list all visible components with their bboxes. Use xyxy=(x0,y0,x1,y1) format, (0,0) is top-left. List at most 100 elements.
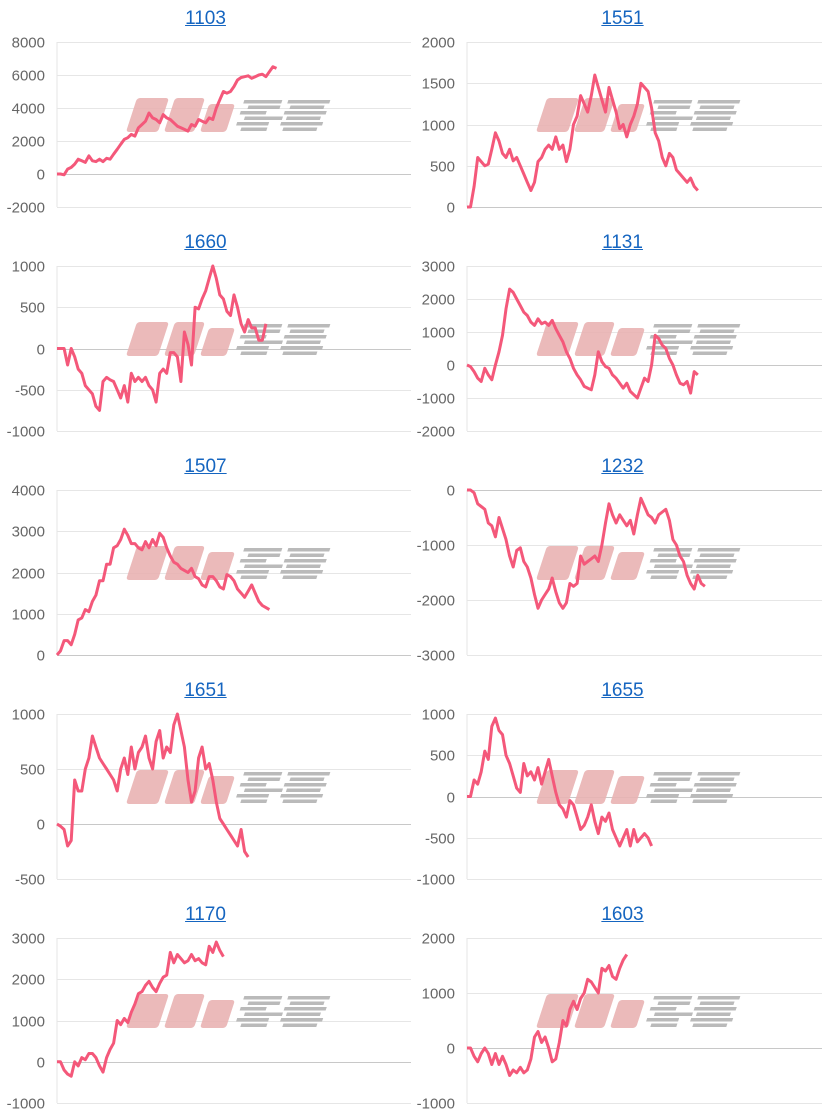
y-tick-label: -1000 xyxy=(417,872,455,889)
y-tick-label: 0 xyxy=(37,648,45,665)
watermark-shape xyxy=(280,122,324,126)
y-tick-label: 0 xyxy=(37,1055,45,1072)
chart-title-link[interactable]: 1655 xyxy=(601,680,644,701)
chart-1651: 1651 1000 500 0 -500 xyxy=(0,672,411,896)
watermark-logo xyxy=(536,994,741,1028)
y-tick-label: 0 xyxy=(447,200,455,217)
y-tick-label: 1000 xyxy=(422,118,455,135)
y-tick-label: 2000 xyxy=(422,292,455,309)
y-tick-label: 0 xyxy=(447,1041,455,1058)
chart-title-link[interactable]: 1651 xyxy=(184,680,227,701)
watermark-shape xyxy=(610,328,645,356)
watermark-shape xyxy=(695,564,731,568)
chart-title-link[interactable]: 1660 xyxy=(184,232,227,253)
watermark-shape xyxy=(239,335,267,339)
watermark-shape xyxy=(283,1007,327,1011)
y-tick-label: 500 xyxy=(430,159,455,176)
watermark-shape xyxy=(283,783,327,787)
watermark-shape xyxy=(126,770,169,804)
chart-title-link[interactable]: 1603 xyxy=(601,904,644,925)
series-line xyxy=(467,953,629,1077)
watermark-shape xyxy=(649,111,677,115)
watermark-shape xyxy=(693,1007,737,1011)
watermark-shape xyxy=(236,570,270,574)
watermark-shape xyxy=(574,546,615,580)
watermark-shape xyxy=(692,575,728,579)
y-tick-label: -2000 xyxy=(7,200,45,217)
watermark-shape xyxy=(653,100,693,104)
watermark-shape xyxy=(693,335,737,339)
y-tick-label: 0 xyxy=(447,483,455,500)
watermark-shape xyxy=(283,111,327,115)
y-tick-label: 4000 xyxy=(12,101,45,118)
line-chart: 2000 1000 0 -1000 xyxy=(417,931,822,1113)
y-tick-label: 1000 xyxy=(422,325,455,342)
y-tick-label: 1000 xyxy=(422,707,455,724)
line-chart: 0 -1000 -2000 -3000 xyxy=(417,483,822,665)
watermark-shape xyxy=(282,351,318,355)
y-tick-label: 0 xyxy=(447,358,455,375)
chart-1660: 1660 1000 500 0 -500 -1000 xyxy=(0,224,411,448)
watermark-shape xyxy=(610,776,645,804)
chart-title-link[interactable]: 1170 xyxy=(185,904,226,925)
watermark-shape xyxy=(536,994,579,1028)
watermark-shape xyxy=(289,105,325,109)
watermark-shape xyxy=(574,994,615,1028)
watermark-shape xyxy=(247,553,281,557)
series-line xyxy=(467,73,699,209)
watermark-shape xyxy=(280,346,324,350)
chart-1103: 1103 8000 6000 4000 2000 0 -2000 xyxy=(0,0,411,224)
y-tick-label: 0 xyxy=(37,167,45,184)
watermark-shape xyxy=(164,546,205,580)
watermark-shape xyxy=(697,996,741,1000)
watermark-shape xyxy=(653,548,693,552)
watermark-shape xyxy=(653,116,693,120)
line-chart: 4000 3000 2000 1000 0 xyxy=(12,483,411,665)
watermark-shape xyxy=(690,122,734,126)
watermark-shape xyxy=(282,799,318,803)
watermark-shape xyxy=(287,100,331,104)
y-tick-label: 2000 xyxy=(12,972,45,989)
y-tick-label: 1000 xyxy=(12,1014,45,1031)
watermark-shape xyxy=(243,116,283,120)
watermark-logo xyxy=(126,322,331,356)
series-line xyxy=(57,65,278,177)
watermark-shape xyxy=(164,994,205,1028)
watermark-shape xyxy=(646,122,680,126)
watermark-shape xyxy=(690,570,734,574)
y-tick-label: 1000 xyxy=(12,259,45,276)
y-tick-label: 1000 xyxy=(422,986,455,1003)
watermark-shape xyxy=(536,98,579,132)
watermark-shape xyxy=(697,100,741,104)
chart-title-link[interactable]: 1103 xyxy=(185,8,226,29)
watermark-shape xyxy=(653,340,693,344)
chart-title-link[interactable]: 1507 xyxy=(184,456,227,477)
watermark-shape xyxy=(287,772,331,776)
y-tick-label: 2000 xyxy=(422,35,455,52)
watermark-shape xyxy=(574,770,615,804)
watermark-shape xyxy=(280,794,324,798)
watermark-shape xyxy=(653,1012,693,1016)
y-tick-label: -1000 xyxy=(417,1096,455,1113)
watermark-shape xyxy=(695,1012,731,1016)
watermark-shape xyxy=(287,548,331,552)
watermark-shape xyxy=(285,564,321,568)
chart-title-link[interactable]: 1131 xyxy=(602,232,643,253)
watermark-logo xyxy=(126,770,331,804)
watermark-shape xyxy=(650,351,678,355)
watermark-shape xyxy=(240,799,268,803)
watermark-shape xyxy=(239,783,267,787)
y-tick-label: -2000 xyxy=(417,424,455,441)
chart-title-link[interactable]: 1551 xyxy=(601,8,644,29)
y-tick-label: -2000 xyxy=(417,593,455,610)
chart-1603: 1603 2000 1000 0 -1000 xyxy=(411,896,822,1120)
chart-1655: 1655 1000 500 0 -500 -1000 xyxy=(411,672,822,896)
watermark-shape xyxy=(283,559,327,563)
y-tick-label: 6000 xyxy=(12,68,45,85)
watermark-shape xyxy=(653,996,693,1000)
watermark-shape xyxy=(610,1000,645,1028)
y-tick-label: 500 xyxy=(20,762,45,779)
watermark-shape xyxy=(657,329,691,333)
watermark-shape xyxy=(289,1001,325,1005)
chart-title-link[interactable]: 1232 xyxy=(601,456,644,477)
